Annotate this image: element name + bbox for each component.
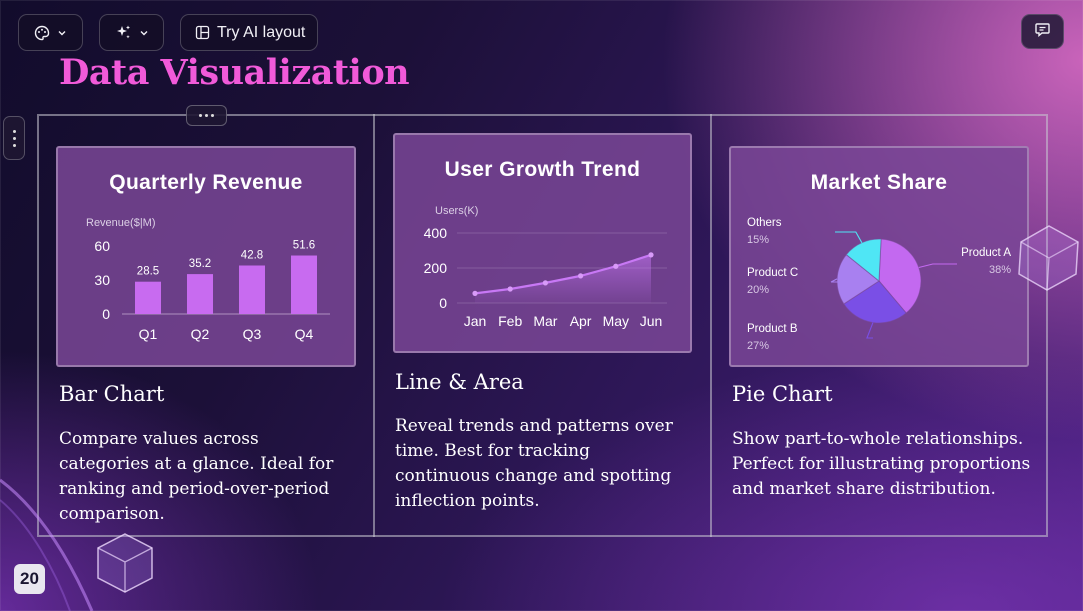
pie-slice [845, 238, 882, 283]
line-y-tick-label: 0 [439, 295, 447, 311]
bar-y-tick-label: 60 [94, 238, 110, 254]
bar [239, 265, 265, 314]
line-x-tick-label: May [603, 313, 629, 329]
pie-slice-name: Product A [961, 247, 1011, 259]
block-drag-handle[interactable] [186, 105, 227, 126]
pie-slice [836, 253, 880, 305]
palette-icon [34, 25, 50, 41]
theme-dropdown-button[interactable] [18, 14, 83, 51]
line-x-tick-label: Jun [640, 313, 663, 329]
bar-chart: Revenue($|M) 0 30 60 28.5 Q1 35.2 Q2 42.8 Q3 51.6… [86, 217, 330, 342]
slide-title: Data Visualization [59, 52, 410, 93]
chevron-down-icon [139, 28, 149, 38]
bar-data-label: 35.2 [189, 258, 211, 270]
pie-leader-line [830, 278, 839, 283]
bar-y-axis-label: Revenue($|M) [86, 217, 156, 229]
layout-icon [195, 25, 210, 40]
data-point [613, 263, 619, 269]
pie-slice-value: 38% [989, 264, 1011, 276]
column-heading: Bar Chart [59, 382, 165, 406]
line-y-tick-label: 200 [424, 260, 448, 276]
bar-data-label: 42.8 [241, 249, 263, 261]
column-divider [373, 114, 375, 537]
pie-chart-title: Market Share [810, 171, 948, 194]
bar [187, 274, 213, 314]
data-point [578, 273, 584, 279]
bar-y-tick-label: 30 [94, 272, 110, 288]
pie-slice-name: Product C [747, 267, 798, 279]
bar [291, 255, 317, 314]
area-fill [475, 254, 651, 303]
bar-x-tick-label: Q3 [243, 326, 262, 342]
data-point [542, 280, 548, 286]
try-ai-layout-label: Try AI layout [217, 23, 306, 41]
column-divider [710, 114, 712, 537]
pie-slice-name: Others [747, 217, 782, 229]
top-toolbar: Try AI layout [18, 14, 319, 51]
pie-chart: Product A 38% Product B 27% Product C 20% Othe… [747, 217, 1011, 352]
column-heading: Line & Area [395, 370, 524, 394]
line-chart-title: User Growth Trend [444, 158, 641, 181]
column-description: Compare values across categories at a gl… [59, 429, 334, 524]
columns-container[interactable] [37, 114, 1048, 537]
bar [135, 281, 161, 314]
glow-ring-decoration [0, 478, 94, 611]
pie-slice-name: Product B [747, 323, 798, 335]
glass-cube-decoration [1018, 225, 1079, 291]
line-x-tick-label: Mar [533, 313, 557, 329]
pie-chart-card[interactable]: Market Share Product A 38% Product B 27% Pro… [729, 146, 1029, 367]
column-description: Reveal trends and patterns over time. Be… [395, 416, 673, 511]
sparkles-icon [115, 24, 132, 41]
page-number-badge: 20 [14, 564, 45, 594]
bar-data-label: 28.5 [137, 266, 159, 278]
line-x-tick-label: Feb [498, 313, 522, 329]
chevron-down-icon [57, 28, 67, 38]
line-x-tick-label: Jan [464, 313, 487, 329]
comment-button[interactable] [1021, 14, 1064, 49]
bar-x-tick-label: Q4 [295, 326, 314, 342]
bar-y-tick-label: 0 [102, 306, 110, 322]
try-ai-layout-button[interactable]: Try AI layout [180, 14, 319, 51]
glass-cube-decoration [97, 533, 153, 593]
bar-x-tick-label: Q1 [139, 326, 158, 342]
ai-dropdown-button[interactable] [99, 14, 164, 51]
bar-chart-title: Quarterly Revenue [109, 171, 303, 194]
line-x-tick-label: Apr [570, 313, 592, 329]
pie-slice-value: 15% [747, 234, 769, 246]
side-drag-handle[interactable] [3, 116, 25, 160]
line-y-axis-label: Users(K) [435, 205, 478, 217]
line-y-tick-label: 400 [424, 225, 448, 241]
pie-slice-value: 27% [747, 340, 769, 352]
bar-chart-card[interactable]: Quarterly Revenue Revenue($|M) 0 30 60 28.5… [56, 146, 356, 367]
bar-x-tick-label: Q2 [191, 326, 210, 342]
data-point [472, 290, 478, 296]
pie-leader-line [918, 263, 957, 269]
line-chart: Users(K) 0 200 400 Jan Feb Mar Apr May Jun [424, 205, 667, 329]
pie-slice-value: 20% [747, 284, 769, 296]
pie-leader-line [866, 322, 874, 339]
pie-leader-line [835, 231, 863, 243]
column-description: Show part-to-whole relationships. Perfec… [732, 429, 1031, 499]
pie-slice [878, 238, 922, 314]
pie-slice [843, 280, 907, 324]
comment-icon [1034, 21, 1051, 43]
column-heading: Pie Chart [732, 382, 833, 406]
bar-data-label: 51.6 [293, 240, 315, 252]
data-point [507, 286, 513, 292]
data-point [648, 252, 654, 258]
line-chart-card[interactable]: User Growth Trend Users(K) 0 200 400 Jan Feb… [393, 133, 692, 353]
series-line [474, 253, 652, 295]
